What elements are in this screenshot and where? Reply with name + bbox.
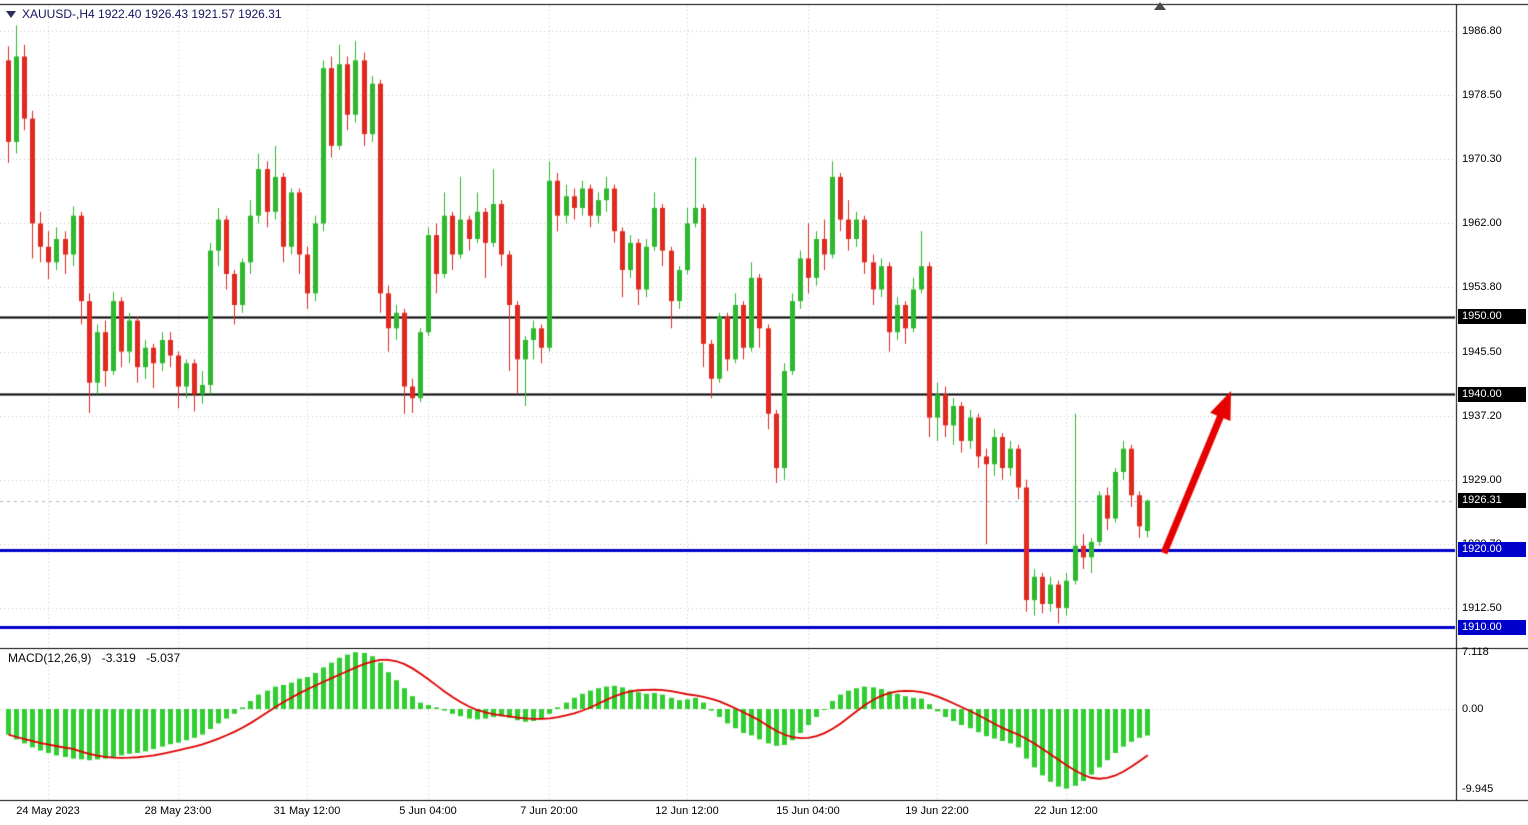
macd-signal-value: -5.037: [146, 651, 181, 665]
price-tick-label: 1978.50: [1462, 89, 1502, 101]
macd-axis[interactable]: 7.118 0.00 -9.945: [1457, 0, 1528, 800]
date-axis-label: 22 Jun 12:00: [1034, 805, 1098, 817]
date-axis-label: 12 Jun 12:00: [655, 805, 719, 817]
date-axis-label: 28 May 23:00: [144, 805, 212, 817]
price-tick-label: 1953.80: [1462, 281, 1502, 293]
price-tick-label: 1912.50: [1462, 602, 1502, 614]
price-tick-label: 1986.80: [1462, 25, 1502, 37]
date-axis-label: 31 May 12:00: [273, 805, 341, 817]
date-axis-label: 15 Jun 04:00: [776, 805, 840, 817]
macd-main-value: -3.319: [101, 651, 136, 665]
price-level-box-1910.00: 1910.00: [1458, 620, 1526, 635]
price-tick-label: 1970.30: [1462, 153, 1502, 165]
price-level-box-1926.31: 1926.31: [1458, 493, 1526, 508]
date-axis-label: 5 Jun 04:00: [399, 805, 457, 817]
price-level-box-1950.00: 1950.00: [1458, 309, 1526, 324]
date-axis-label: 19 Jun 22:00: [905, 805, 969, 817]
macd-tick-label: -9.945: [1462, 783, 1494, 795]
price-level-box-1920.00: 1920.00: [1458, 542, 1526, 557]
date-axis[interactable]: 24 May 2023 28 May 23:00 31 May 12:00 5 Jun…: [0, 803, 1460, 823]
shift-end-marker-icon: [1154, 2, 1166, 10]
chart-corner-triangle-icon: [6, 10, 16, 18]
price-tick-label: 1962.00: [1462, 217, 1502, 229]
symbol-ohlc-text: XAUUSD-,H4 1922.40 1926.43 1921.57 1926.…: [22, 7, 282, 21]
price-tick-label: 1945.50: [1462, 346, 1502, 358]
date-axis-label: 7 Jun 20:00: [520, 805, 578, 817]
macd-indicator-label: MACD(12,26,9) -3.319 -5.037: [8, 651, 180, 665]
price-tick-label: 1929.00: [1462, 474, 1502, 486]
price-tick-label: 1937.20: [1462, 410, 1502, 422]
symbol-info: XAUUSD-,H4 1922.40 1926.43 1921.57 1926.…: [6, 7, 282, 21]
price-level-box-1940.00: 1940.00: [1458, 387, 1526, 402]
macd-name: MACD(12,26,9): [8, 651, 92, 665]
price-axis[interactable]: 1986.80 1978.50 1970.30 1962.00 1953.80 1945.…: [1457, 0, 1528, 800]
macd-tick-label: 7.118: [1462, 646, 1489, 658]
macd-tick-label: 0.00: [1462, 703, 1484, 715]
date-axis-label: 24 May 2023: [16, 805, 80, 817]
